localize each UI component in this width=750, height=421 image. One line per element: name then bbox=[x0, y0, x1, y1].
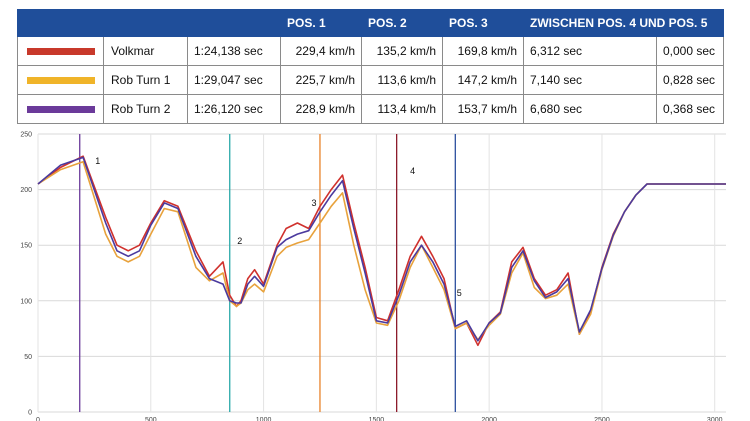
y-tick-label: 150 bbox=[20, 243, 32, 250]
pos3-speed: 153,7 km/h bbox=[442, 94, 524, 124]
lap-time: 1:29,047 sec bbox=[187, 65, 281, 95]
position-marker-label: 2 bbox=[237, 236, 242, 246]
header-between-pos4-pos5: ZWISCHEN POS. 4 UND POS. 5 bbox=[523, 9, 724, 37]
series-line-rob-turn-1 bbox=[37, 161, 726, 341]
between-time: 6,680 sec bbox=[523, 94, 657, 124]
pos1-speed: 225,7 km/h bbox=[280, 65, 362, 95]
x-tick-label: 2000 bbox=[481, 417, 497, 421]
swatch-cell bbox=[17, 94, 104, 124]
pos3-speed: 147,2 km/h bbox=[442, 65, 524, 95]
legend-swatch-rob-turn-1 bbox=[26, 77, 95, 85]
lap-time: 1:26,120 sec bbox=[187, 94, 281, 124]
x-tick-label: 500 bbox=[145, 417, 157, 421]
swatch-cell bbox=[17, 65, 104, 95]
y-tick-label: 200 bbox=[20, 187, 32, 194]
position-marker-label: 3 bbox=[311, 198, 316, 208]
x-tick-label: 1500 bbox=[369, 417, 385, 421]
table-header-row: POS. 1 POS. 2 POS. 3 ZWISCHEN POS. 4 UND… bbox=[17, 9, 724, 37]
x-tick-label: 3000 bbox=[707, 417, 723, 421]
header-pos2: POS. 2 bbox=[361, 9, 443, 37]
driver-name: Volkmar bbox=[103, 36, 188, 66]
lap-time: 1:24,138 sec bbox=[187, 36, 281, 66]
driver-name: Rob Turn 1 bbox=[103, 65, 188, 95]
swatch-cell bbox=[17, 36, 104, 66]
x-tick-label: 2500 bbox=[594, 417, 610, 421]
between-time: 6,312 sec bbox=[523, 36, 657, 66]
header-pos3: POS. 3 bbox=[442, 9, 524, 37]
table-row: Rob Turn 2 1:26,120 sec 228,9 km/h 113,4… bbox=[17, 94, 724, 124]
pos2-speed: 135,2 km/h bbox=[361, 36, 443, 66]
y-tick-label: 0 bbox=[28, 410, 32, 417]
pos1-speed: 229,4 km/h bbox=[280, 36, 362, 66]
lap-comparison-table: POS. 1 POS. 2 POS. 3 ZWISCHEN POS. 4 UND… bbox=[17, 9, 724, 124]
x-tick-label: 1000 bbox=[256, 417, 272, 421]
series-line-rob-turn-2 bbox=[37, 156, 726, 342]
header-cell-blank bbox=[103, 9, 188, 37]
between-time: 7,140 sec bbox=[523, 65, 657, 95]
table-row: Rob Turn 1 1:29,047 sec 225,7 km/h 113,6… bbox=[17, 65, 724, 95]
position-marker-label: 5 bbox=[457, 288, 462, 298]
driver-name: Rob Turn 2 bbox=[103, 94, 188, 124]
delta-time: 0,000 sec bbox=[656, 36, 724, 66]
series-line-volkmar bbox=[37, 155, 726, 347]
y-tick-label: 100 bbox=[20, 298, 32, 305]
header-cell-blank bbox=[187, 9, 281, 37]
pos2-speed: 113,4 km/h bbox=[361, 94, 443, 124]
pos1-speed: 228,9 km/h bbox=[280, 94, 362, 124]
header-cell-blank bbox=[17, 9, 104, 37]
y-tick-label: 50 bbox=[24, 354, 32, 361]
y-tick-label: 250 bbox=[20, 132, 32, 139]
delta-time: 0,828 sec bbox=[656, 65, 724, 95]
position-marker-label: 1 bbox=[95, 156, 100, 166]
header-pos1: POS. 1 bbox=[280, 9, 362, 37]
x-tick-label: 0 bbox=[36, 417, 40, 421]
position-marker-label: 4 bbox=[410, 166, 415, 176]
legend-swatch-rob-turn-2 bbox=[26, 106, 95, 114]
delta-time: 0,368 sec bbox=[656, 94, 724, 124]
table-row: Volkmar 1:24,138 sec 229,4 km/h 135,2 km… bbox=[17, 36, 724, 66]
pos2-speed: 113,6 km/h bbox=[361, 65, 443, 95]
pos3-speed: 169,8 km/h bbox=[442, 36, 524, 66]
legend-swatch-volkmar bbox=[26, 48, 95, 56]
